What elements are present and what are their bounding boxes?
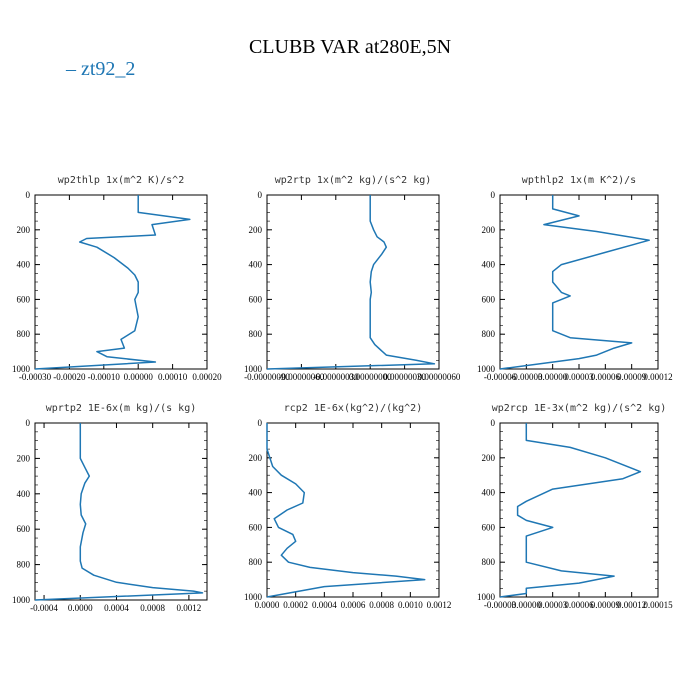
x-tick-label: -0.00003 xyxy=(510,372,543,382)
y-tick-label: 1000 xyxy=(477,364,496,374)
x-tick-label: 0.00012 xyxy=(617,600,646,610)
series-line xyxy=(499,423,642,598)
y-tick-label: 1000 xyxy=(477,592,496,602)
x-tick-label: -0.0004 xyxy=(30,603,58,613)
panel-title: wp2rcp 1E-3x(m^2 kg)/(s^2 kg) xyxy=(492,403,667,414)
x-tick-label: -0.00003 xyxy=(484,600,517,610)
y-tick-label: 200 xyxy=(17,225,31,235)
y-tick-label: 400 xyxy=(249,488,263,498)
x-tick-label: 0.00009 xyxy=(617,372,647,382)
x-tick-label: -0.00006 xyxy=(484,372,517,382)
x-tick-label: 0.0010 xyxy=(398,600,423,610)
x-tick-label: 0.00006 xyxy=(591,372,621,382)
y-tick-label: 800 xyxy=(17,329,31,339)
x-tick-label: 0.0004 xyxy=(104,603,129,613)
x-tick-label: 0.00000060 xyxy=(418,372,461,382)
y-tick-label: 0 xyxy=(258,418,263,428)
x-tick-label: -0.00020 xyxy=(53,372,86,382)
y-tick-label: 600 xyxy=(17,294,31,304)
x-tick-label: 0.0000 xyxy=(255,600,280,610)
x-tick-label: 0.00000 xyxy=(124,372,154,382)
y-tick-label: 400 xyxy=(482,488,496,498)
x-tick-label: 0.0008 xyxy=(140,603,165,613)
x-tick-label: 0.0002 xyxy=(283,600,308,610)
y-tick-label: 600 xyxy=(482,522,496,532)
y-tick-label: 400 xyxy=(482,260,496,270)
y-tick-label: 800 xyxy=(17,560,31,570)
x-tick-label: 0.00006 xyxy=(564,600,594,610)
x-tick-label: -0.00010 xyxy=(88,372,121,382)
plot-frame xyxy=(266,194,440,370)
panel-title: rcp2 1E-6x(kg^2)/(kg^2) xyxy=(284,403,422,414)
panel-title: wp2rtp 1x(m^2 kg)/(s^2 kg) xyxy=(275,175,432,186)
panel-title: wp2thlp 1x(m^2 K)/s^2 xyxy=(58,175,184,186)
series-line xyxy=(266,195,436,370)
x-tick-label: 0.00012 xyxy=(643,372,672,382)
plot-frame xyxy=(499,422,659,598)
y-tick-label: 0 xyxy=(26,418,31,428)
x-tick-label: -0.00000090 xyxy=(244,372,290,382)
y-tick-label: 1000 xyxy=(244,592,263,602)
plot-frame xyxy=(499,194,659,370)
x-tick-label: 0.00015 xyxy=(643,600,673,610)
y-tick-label: 800 xyxy=(249,557,263,567)
plot-frame xyxy=(266,422,440,598)
x-tick-label: 0.0000 xyxy=(68,603,93,613)
x-tick-label: 0.0006 xyxy=(341,600,366,610)
y-tick-label: 1000 xyxy=(244,364,263,374)
x-tick-label: 0.00020 xyxy=(192,372,222,382)
series-line xyxy=(34,423,204,601)
page-title: CLUBB VAR at280E,5N xyxy=(248,36,452,58)
series-line xyxy=(266,423,426,598)
y-tick-label: 600 xyxy=(249,522,263,532)
legend-label: zt92_2 xyxy=(81,58,136,80)
x-tick-label: 0.00003 xyxy=(538,600,568,610)
y-tick-label: 200 xyxy=(249,225,263,235)
x-tick-label: -0.00000030 xyxy=(313,372,359,382)
y-tick-label: 0 xyxy=(491,418,496,428)
y-tick-label: 0 xyxy=(258,190,263,200)
x-tick-label: 0.00000 xyxy=(512,600,542,610)
y-tick-label: 800 xyxy=(482,329,496,339)
y-tick-label: 1000 xyxy=(12,364,31,374)
x-tick-label: 0.0012 xyxy=(427,600,452,610)
x-tick-label: 0.00000030 xyxy=(383,372,426,382)
y-tick-label: 0 xyxy=(26,190,31,200)
y-tick-label: 400 xyxy=(249,260,263,270)
y-tick-label: 600 xyxy=(482,294,496,304)
x-tick-label: 0.00000 xyxy=(538,372,568,382)
y-tick-label: 200 xyxy=(17,453,31,463)
legend-line-icon: – xyxy=(66,58,76,80)
x-tick-label: 0.00010 xyxy=(158,372,188,382)
x-tick-label: -0.00030 xyxy=(19,372,52,382)
y-tick-label: 0 xyxy=(491,190,496,200)
y-tick-label: 200 xyxy=(482,453,496,463)
legend: – zt92_2 xyxy=(66,58,135,81)
plot-frame xyxy=(34,422,208,601)
x-tick-label: 0.0008 xyxy=(369,600,394,610)
y-tick-label: 800 xyxy=(482,557,496,567)
x-tick-label: 0.00003 xyxy=(564,372,594,382)
panel-title: wprtp2 1E-6x(m kg)/(s kg) xyxy=(46,403,197,414)
x-tick-label: -0.00000060 xyxy=(279,372,325,382)
y-tick-label: 200 xyxy=(249,453,263,463)
y-tick-label: 600 xyxy=(17,524,31,534)
y-tick-label: 200 xyxy=(482,225,496,235)
x-tick-label: 0.0012 xyxy=(177,603,202,613)
y-tick-label: 1000 xyxy=(12,595,31,605)
x-tick-label: 0.00000000 xyxy=(349,372,392,382)
series-line xyxy=(34,195,191,370)
y-tick-label: 400 xyxy=(17,489,31,499)
series-line xyxy=(499,195,650,370)
y-tick-label: 600 xyxy=(249,294,263,304)
x-tick-label: 0.0004 xyxy=(312,600,337,610)
x-tick-label: 0.00009 xyxy=(591,600,621,610)
y-tick-label: 800 xyxy=(249,329,263,339)
panel-title: wpthlp2 1x(m K^2)/s xyxy=(522,175,636,186)
y-tick-label: 400 xyxy=(17,260,31,270)
